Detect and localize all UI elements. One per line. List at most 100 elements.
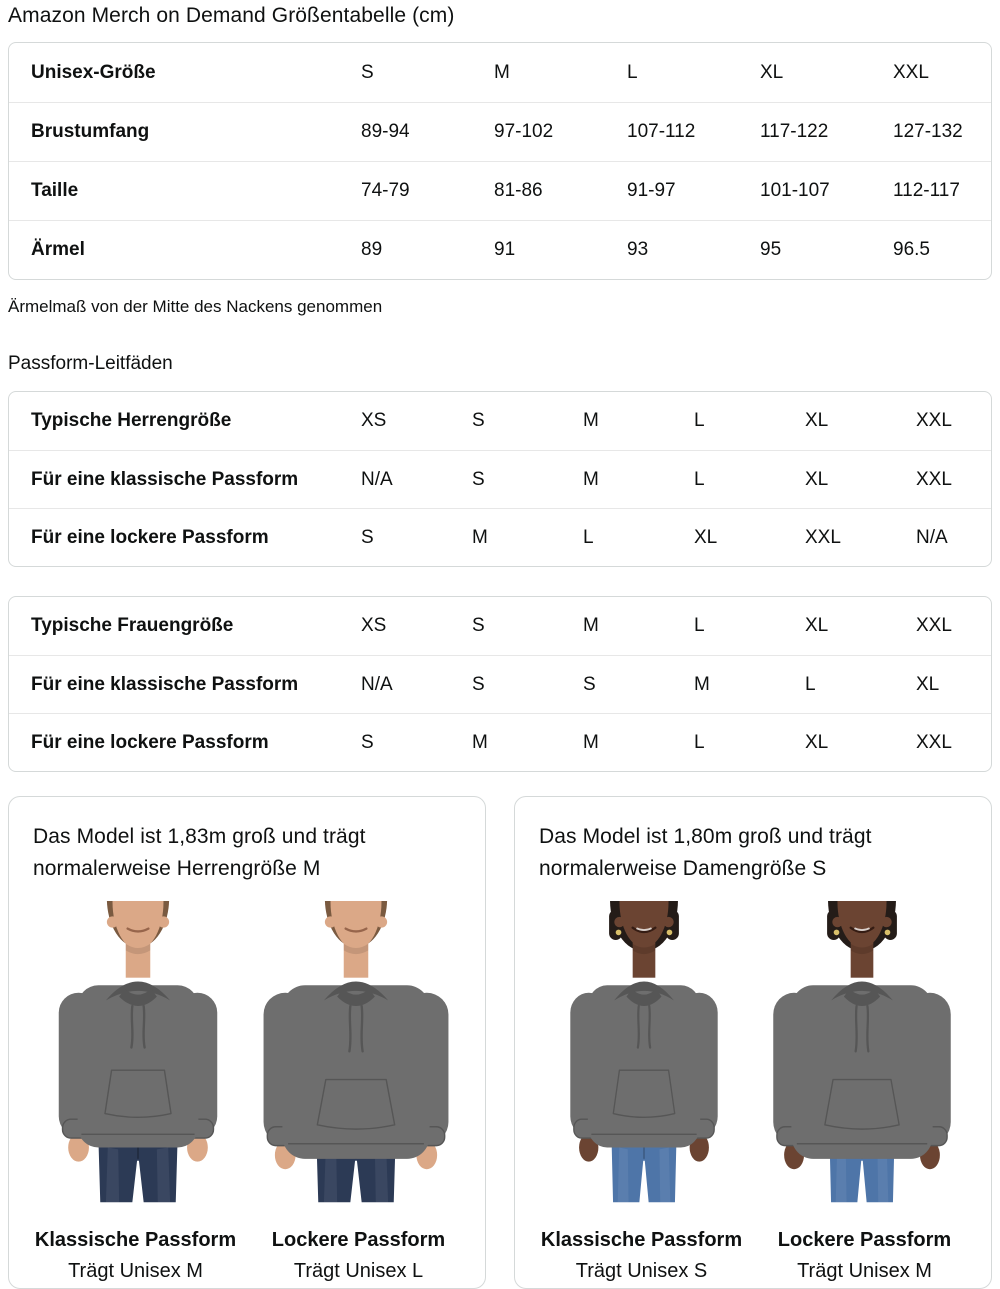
- size-value: 101-107: [760, 180, 830, 202]
- unisex-size-table: Unisex-Größe S M L XL XXL Brustumfang 89…: [8, 42, 992, 280]
- size-header: XXL: [893, 61, 929, 83]
- size-value: N/A: [361, 468, 393, 490]
- row-label: Brustumfang: [31, 121, 150, 143]
- size-value: S: [472, 468, 485, 490]
- sleeve-measure-note: Ärmelmaß von der Mitte des Nackens genom…: [8, 297, 383, 316]
- men-fit-table: Typische Herrengröße XS S M L XL XXL Für…: [8, 391, 992, 567]
- size-value: XL: [805, 468, 829, 490]
- size-value: L: [805, 673, 816, 695]
- men-model-card: Das Model ist 1,83m groß und trägt norma…: [8, 796, 486, 1289]
- model-photos: [33, 901, 461, 1211]
- size-value: M: [583, 468, 599, 490]
- model-photos: [539, 901, 967, 1211]
- photo-captions: Klassische Passform Trägt Unisex S Locke…: [539, 1225, 967, 1287]
- size-worn-label: Trägt Unisex L: [293, 1260, 424, 1282]
- table-row: Typische Frauengröße XS S M L XL XXL: [9, 597, 991, 655]
- size-value: S: [361, 526, 374, 548]
- size-value: L: [694, 468, 705, 490]
- row-label: Für eine klassische Passform: [31, 468, 299, 490]
- size-header: XL: [760, 61, 784, 83]
- female-model-classic-fit-photo: [569, 901, 719, 1203]
- row-label: Für eine lockere Passform: [31, 731, 269, 753]
- table-row: Für eine lockere Passform S M L XL XXL N…: [9, 508, 991, 566]
- model-description: Das Model ist 1,83m groß und trägt norma…: [33, 825, 366, 880]
- row-label: Typische Frauengröße: [31, 615, 234, 637]
- size-value: S: [472, 410, 485, 432]
- size-value: L: [694, 731, 705, 753]
- table-row: Für eine klassische Passform N/A S M L X…: [9, 450, 991, 508]
- photo-captions: Klassische Passform Trägt Unisex M Locke…: [33, 1225, 461, 1287]
- size-value: M: [472, 526, 488, 548]
- fit-guides-heading: Passform-Leitfäden: [8, 353, 173, 374]
- row-label: Typische Herrengröße: [31, 410, 232, 432]
- size-value: S: [361, 731, 374, 753]
- size-value: 81-86: [494, 180, 543, 202]
- fit-label: Lockere Passform: [777, 1229, 952, 1251]
- size-value: S: [472, 615, 485, 637]
- male-model-classic-fit-photo: [57, 901, 219, 1203]
- row-label: Für eine lockere Passform: [31, 526, 269, 548]
- table-header-row: Unisex-Größe S M L XL XXL: [9, 43, 991, 102]
- size-value: N/A: [361, 673, 393, 695]
- size-value: 107-112: [627, 121, 696, 143]
- size-value: 74-79: [361, 180, 410, 202]
- size-value: 89-94: [361, 121, 410, 143]
- row-label: Taille: [31, 180, 79, 202]
- size-value: XL: [805, 731, 829, 753]
- size-value: 112-117: [893, 180, 960, 202]
- size-worn-label: Trägt Unisex S: [575, 1260, 708, 1282]
- size-value: M: [472, 731, 488, 753]
- size-value: XS: [361, 615, 387, 637]
- size-header: L: [627, 61, 638, 83]
- size-value: S: [472, 673, 485, 695]
- size-value: XXL: [916, 731, 952, 753]
- size-value: 89: [361, 239, 383, 261]
- model-cards: Das Model ist 1,83m groß und trägt norma…: [8, 796, 992, 1289]
- female-model-loose-fit-photo: [772, 901, 952, 1203]
- row-label: Ärmel: [31, 239, 85, 261]
- size-value: L: [583, 526, 594, 548]
- table-row: Brustumfang 89-94 97-102 107-112 117-122…: [9, 102, 991, 161]
- women-model-card: Das Model ist 1,80m groß und trägt norma…: [514, 796, 992, 1289]
- table-row: Für eine klassische Passform N/A S S M L…: [9, 655, 991, 713]
- size-worn-label: Trägt Unisex M: [68, 1260, 203, 1282]
- women-fit-table: Typische Frauengröße XS S M L XL XXL Für…: [8, 596, 992, 772]
- caption: Klassische Passform Trägt Unisex S: [539, 1225, 744, 1287]
- size-value: XS: [361, 410, 387, 432]
- size-value: 91: [494, 239, 516, 261]
- fit-label: Klassische Passform: [540, 1229, 743, 1251]
- table-row: Für eine lockere Passform S M M L XL XXL: [9, 713, 991, 771]
- table-row: Ärmel 89 91 93 95 96.5: [9, 220, 991, 279]
- size-header: S: [361, 61, 374, 83]
- size-value: 117-122: [760, 121, 829, 143]
- size-value: 96.5: [893, 239, 930, 261]
- size-value: S: [583, 673, 596, 695]
- table-row: Typische Herrengröße XS S M L XL XXL: [9, 392, 991, 450]
- size-value: XL: [805, 615, 829, 637]
- size-value: XXL: [805, 526, 841, 548]
- size-value: L: [694, 615, 705, 637]
- row-label: Für eine klassische Passform: [31, 673, 299, 695]
- model-description: Das Model ist 1,80m groß und trägt norma…: [539, 825, 872, 880]
- size-value: XL: [694, 526, 718, 548]
- caption: Lockere Passform Trägt Unisex M: [762, 1225, 967, 1287]
- size-value: XL: [805, 410, 829, 432]
- size-header: M: [494, 61, 510, 83]
- table-row: Taille 74-79 81-86 91-97 101-107 112-117: [9, 161, 991, 220]
- size-value: 93: [627, 239, 649, 261]
- caption: Lockere Passform Trägt Unisex L: [256, 1225, 461, 1287]
- caption: Klassische Passform Trägt Unisex M: [33, 1225, 238, 1287]
- size-value: M: [583, 615, 599, 637]
- size-worn-label: Trägt Unisex M: [797, 1260, 932, 1282]
- size-value: XXL: [916, 615, 952, 637]
- size-value: XXL: [916, 410, 952, 432]
- size-value: L: [694, 410, 705, 432]
- size-value: XXL: [916, 468, 952, 490]
- fit-label: Klassische Passform: [34, 1229, 237, 1251]
- size-value: 97-102: [494, 121, 554, 143]
- size-value: M: [583, 410, 599, 432]
- size-value: 95: [760, 239, 782, 261]
- size-value: 127-132: [893, 121, 963, 143]
- page-title: Amazon Merch on Demand Größentabelle (cm…: [8, 4, 455, 27]
- row-label: Unisex-Größe: [31, 61, 156, 83]
